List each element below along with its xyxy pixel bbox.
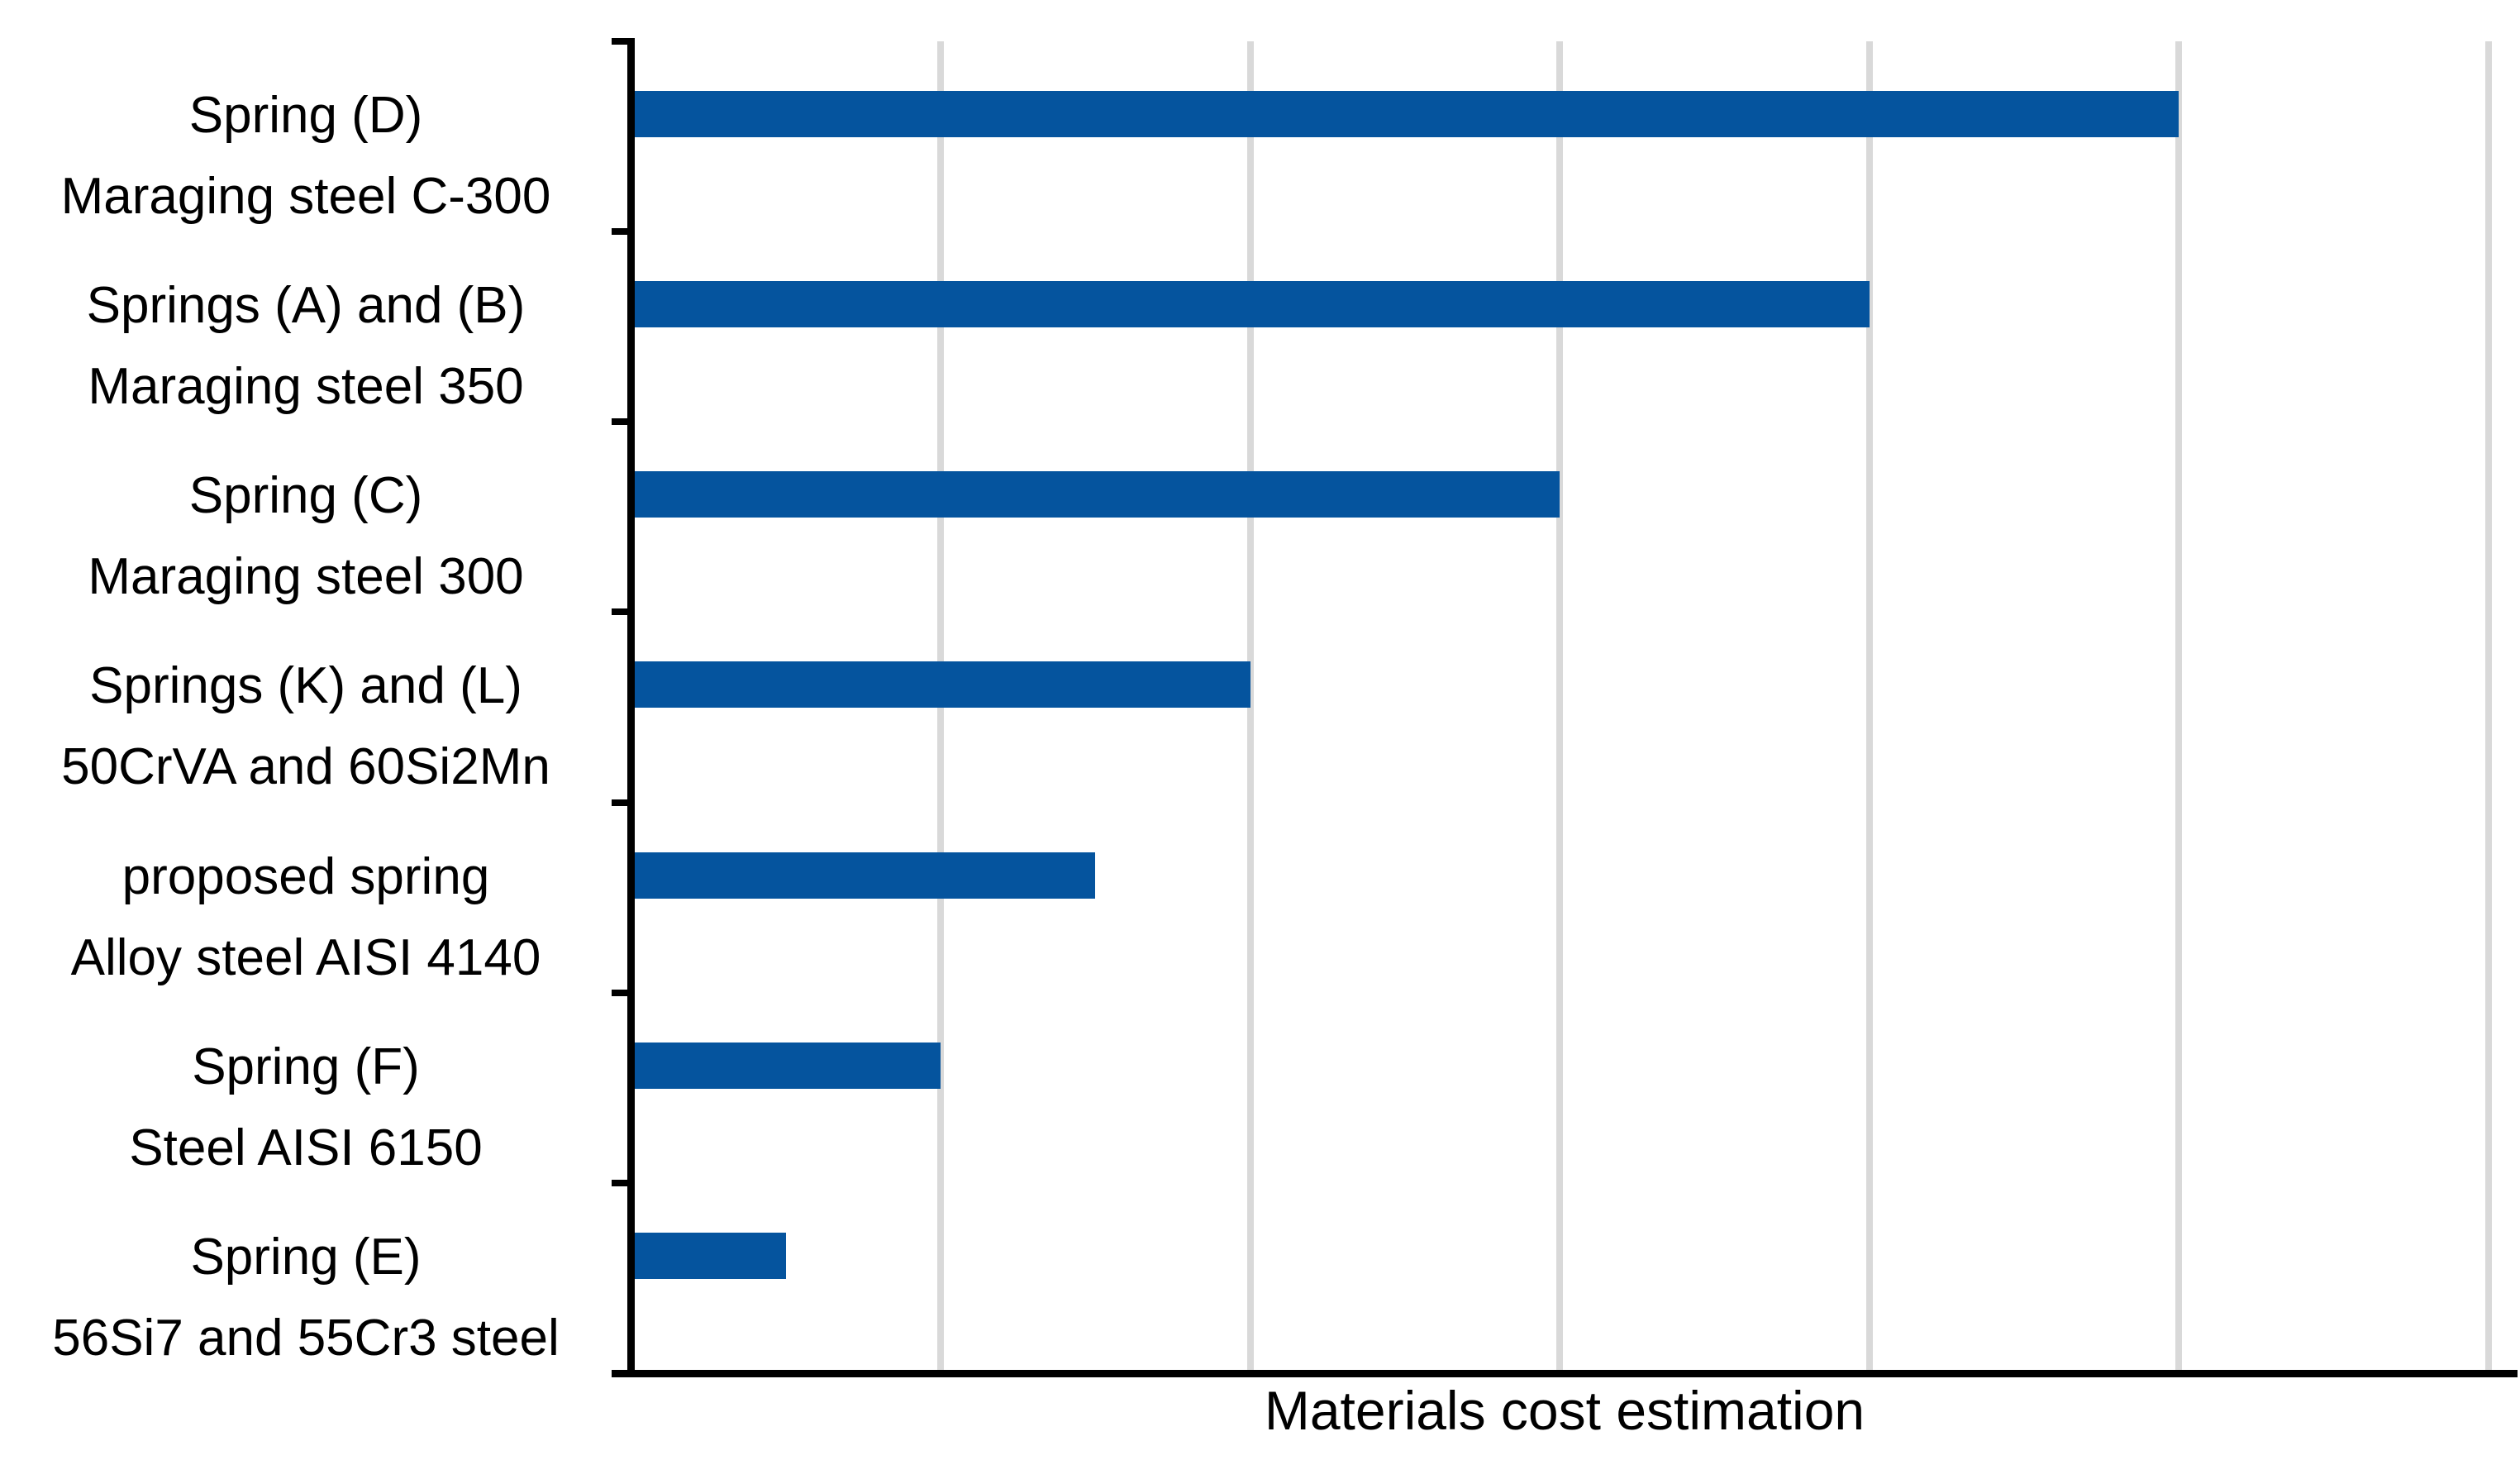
y-axis-tick: [612, 989, 633, 996]
category-label-line: 50CrVA and 60Si2Mn: [61, 738, 550, 796]
x-gridline: [2484, 41, 2492, 1370]
y-axis-tick: [612, 799, 633, 806]
x-gridline: [1246, 41, 1254, 1370]
x-gridline: [2175, 41, 2182, 1370]
bar: [635, 852, 1096, 899]
category-label: Springs (A) and (B) Maraging steel 350: [0, 251, 612, 441]
category-label-line: Spring (C): [188, 467, 423, 525]
bar: [635, 1232, 786, 1279]
category-label: Spring (F) Steel AISI 6150: [0, 1013, 612, 1203]
x-gridline: [1556, 41, 1563, 1370]
category-label: proposed spring Alloy steel AISI 4140: [0, 823, 612, 1013]
category-label-line: 56Si7 and 55Cr3 steel: [52, 1309, 560, 1367]
y-axis-tick: [612, 608, 633, 616]
y-axis-tick: [612, 418, 633, 426]
category-label: Spring (C) Maraging steel 300: [0, 441, 612, 632]
bar: [635, 91, 2179, 137]
category-label-line: Steel AISI 6150: [129, 1119, 483, 1176]
bar: [635, 661, 1250, 709]
x-axis-title: Materials cost estimation: [1264, 1380, 1865, 1441]
category-label-line: Springs (A) and (B): [86, 277, 526, 335]
category-label-line: Alloy steel AISI 4140: [70, 928, 541, 986]
category-label-line: Spring (E): [190, 1228, 422, 1286]
bar: [635, 1042, 941, 1089]
category-label-line: Spring (F): [192, 1038, 420, 1095]
y-axis-line: [627, 38, 635, 1377]
category-label-line: Maraging steel C-300: [60, 168, 551, 226]
y-axis-tick: [612, 228, 633, 236]
bar: [635, 281, 1870, 328]
x-axis-line: [612, 1369, 2518, 1377]
y-axis-tick: [612, 38, 633, 45]
category-label: Spring (D) Maraging steel C-300: [0, 61, 612, 251]
category-label: Springs (K) and (L) 50CrVA and 60Si2Mn: [0, 632, 612, 822]
bar: [635, 471, 1560, 518]
category-label-line: Maraging steel 350: [88, 358, 524, 416]
y-axis-tick: [612, 1179, 633, 1186]
category-label-line: Spring (D): [188, 87, 423, 145]
x-gridline: [1865, 41, 1873, 1370]
category-label-line: Springs (K) and (L): [89, 657, 522, 715]
category-label-line: proposed spring: [121, 847, 490, 905]
category-label: Spring (E) 56Si7 and 55Cr3 steel: [0, 1203, 612, 1393]
category-label-line: Maraging steel 300: [88, 548, 524, 606]
